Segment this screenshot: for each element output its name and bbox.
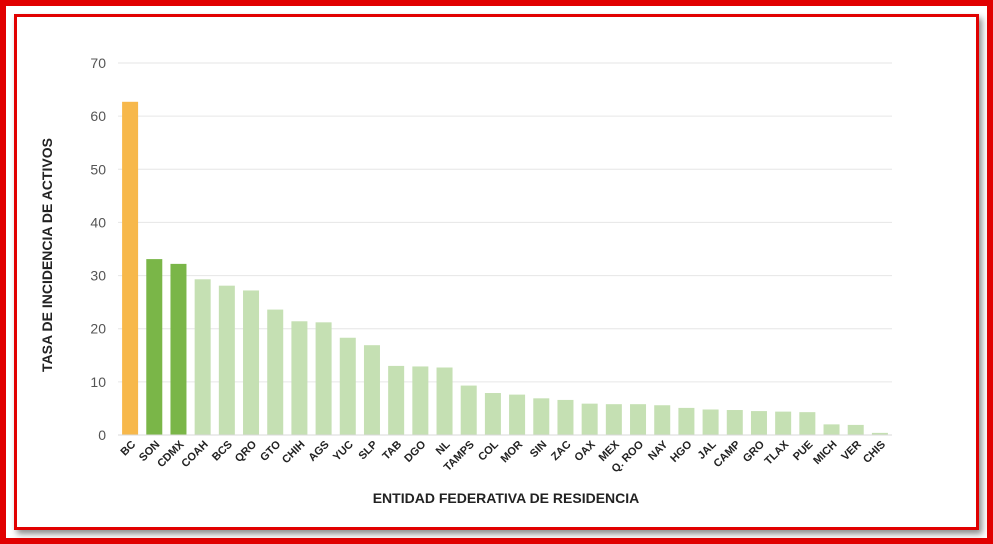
bar-jal bbox=[702, 409, 719, 435]
x-tick-label: NL bbox=[434, 438, 453, 457]
x-tick-label: MOR bbox=[499, 439, 526, 466]
bar-son bbox=[146, 259, 163, 435]
bar-chis bbox=[871, 432, 888, 435]
x-tick-label: CHIH bbox=[280, 439, 308, 467]
bar-mex bbox=[605, 404, 622, 435]
x-tick-label: MICH bbox=[811, 439, 839, 467]
y-tick-label: 0 bbox=[98, 427, 106, 443]
y-tick-label: 40 bbox=[90, 214, 106, 230]
x-tick-label: OAX bbox=[572, 438, 598, 464]
x-tick-label: COAH bbox=[179, 439, 210, 470]
x-tick-label: TLAX bbox=[762, 438, 791, 467]
bar-dgo bbox=[412, 366, 429, 435]
y-tick-label: 50 bbox=[90, 161, 106, 177]
x-tick-label: TAB bbox=[380, 439, 404, 463]
x-axis-title: ENTIDAD FEDERATIVA DE RESIDENCIA bbox=[373, 490, 640, 506]
bar-sin bbox=[533, 398, 550, 435]
y-tick-label: 70 bbox=[90, 55, 106, 71]
bar-coah bbox=[194, 279, 211, 435]
bar-yuc bbox=[339, 337, 356, 435]
x-tick-label: SIN bbox=[528, 439, 549, 460]
bar-q-roo bbox=[630, 404, 647, 435]
bar-cdmx bbox=[170, 263, 187, 435]
x-tick-label: BC bbox=[118, 439, 138, 459]
y-axis-title: TASA DE INCIDENCIA DE ACTIVOS bbox=[39, 138, 55, 372]
bar-mor bbox=[509, 394, 526, 435]
bar-mich bbox=[823, 424, 840, 435]
x-tick-label: GTO bbox=[258, 438, 284, 464]
bar-nay bbox=[654, 405, 671, 435]
x-tick-label: SLP bbox=[356, 439, 380, 463]
bar-col bbox=[484, 393, 501, 435]
bar-camp bbox=[726, 410, 743, 435]
bar-tlax bbox=[775, 411, 792, 435]
bar-bcs bbox=[218, 285, 235, 435]
y-tick-label: 10 bbox=[90, 374, 106, 390]
x-tick-label: NAY bbox=[646, 438, 671, 463]
x-tick-label: DGO bbox=[402, 438, 429, 465]
bar-chih bbox=[291, 321, 308, 435]
bar-tab bbox=[388, 365, 405, 435]
bar-hgo bbox=[678, 407, 695, 435]
x-tick-label: CAMP bbox=[712, 439, 743, 470]
x-tick-label: ZAC bbox=[549, 439, 574, 464]
bar-gto bbox=[267, 309, 284, 435]
y-tick-label: 60 bbox=[90, 108, 106, 124]
x-tick-label: YUC bbox=[331, 439, 356, 464]
bar-gro bbox=[750, 411, 767, 435]
bars bbox=[118, 101, 892, 436]
x-tick-label: QRO bbox=[233, 438, 260, 465]
x-tick-label: VER bbox=[839, 439, 864, 464]
bar-tamps bbox=[460, 385, 477, 435]
y-tick-label: 30 bbox=[90, 268, 106, 284]
bar-pue bbox=[799, 412, 816, 435]
x-tick-label: AGS bbox=[306, 439, 331, 464]
x-tick-label: COL bbox=[476, 438, 501, 463]
bar-ags bbox=[315, 322, 332, 435]
bar-slp bbox=[363, 345, 380, 435]
bar-bc bbox=[122, 101, 139, 436]
x-tick-label: HGO bbox=[668, 438, 695, 465]
y-tick-label: 20 bbox=[90, 321, 106, 337]
bar-nl bbox=[436, 367, 453, 435]
bar-qro bbox=[243, 290, 260, 435]
bar-zac bbox=[557, 399, 574, 435]
bar-oax bbox=[581, 403, 598, 435]
x-tick-label: BCS bbox=[210, 439, 235, 464]
bar-ver bbox=[847, 424, 864, 435]
x-tick-label: CHIS bbox=[861, 439, 888, 466]
y-axis-ticks: 0 10 20 30 40 50 60 70 bbox=[90, 55, 106, 443]
